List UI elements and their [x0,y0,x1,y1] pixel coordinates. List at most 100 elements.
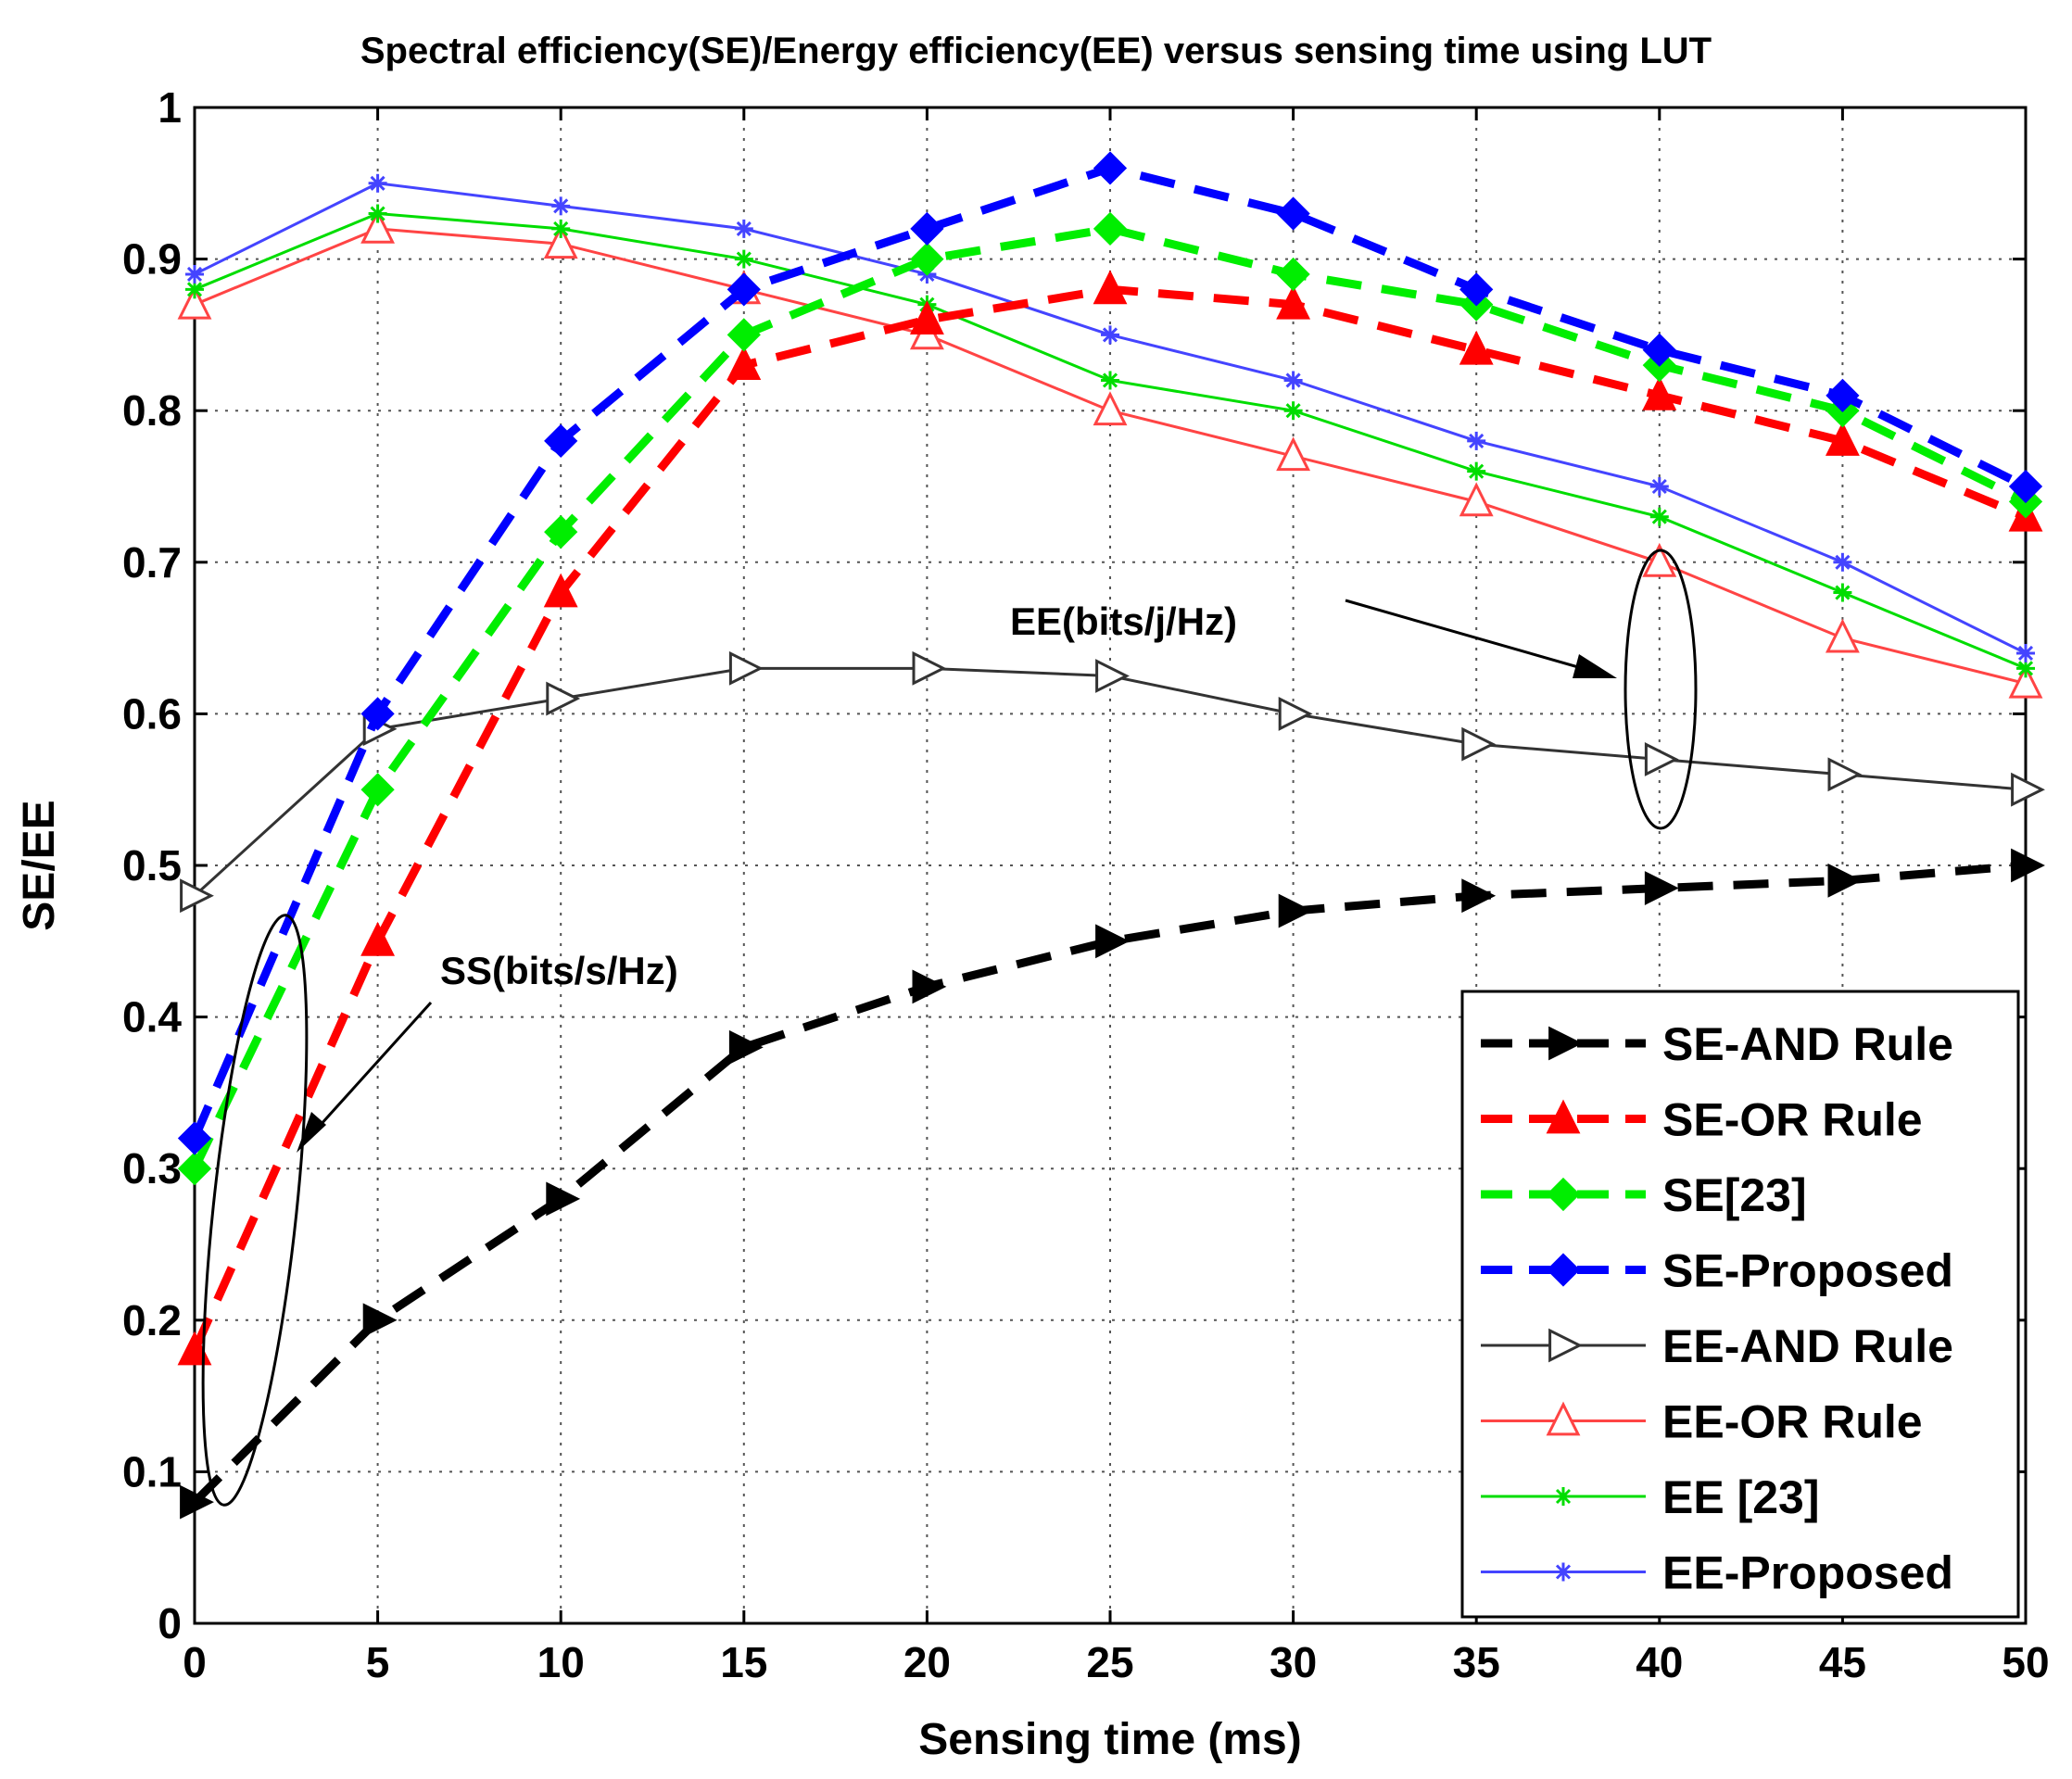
legend-marker [1554,1562,1573,1582]
data-point [1276,436,1311,472]
legend-item-se-23: SE[23] [1481,1169,1807,1221]
y-tick-label: 0.4 [122,993,182,1041]
data-point [1276,196,1310,231]
legend-marker [1546,1099,1581,1134]
series-se-and-rule [180,848,2045,1520]
legend-label: SE-OR Rule [1662,1094,1923,1146]
data-point [1827,757,1863,792]
data-point [1283,401,1303,421]
data-point [177,284,212,320]
legend-item-ee-or-rule: EE-OR Rule [1481,1396,1923,1448]
data-point [909,300,944,334]
legend-label: EE-Proposed [1662,1547,1953,1599]
x-tick-label: 15 [720,1638,767,1686]
data-point [185,264,204,284]
y-axis-label: SE/EE [15,800,64,930]
x-axis-label: Sensing time (ms) [918,1715,1301,1764]
y-tick-label: 0.6 [122,689,182,738]
legend-marker [1546,1177,1581,1212]
x-tick-label: 50 [2002,1638,2049,1686]
legend-marker [1554,1487,1573,1506]
legend-marker [1548,1328,1583,1363]
data-point [1093,270,1128,305]
y-tick-label: 0.7 [122,538,182,587]
data-point [1649,507,1669,526]
legend-marker [1548,1026,1583,1061]
data-point [728,650,764,686]
data-point [1101,371,1119,390]
data-point [1642,333,1676,367]
data-point [1459,330,1494,365]
x-tick-label: 45 [1819,1638,1866,1686]
data-point [912,650,947,686]
data-point [2011,772,2045,807]
data-point [1644,871,1679,905]
data-point [543,224,578,259]
ss-annotation: SS(bits/s/Hz) [440,949,678,992]
data-point [1093,211,1128,246]
chart-title: Spectral efficiency(SE)/Energy efficienc… [360,31,1712,71]
annotations: EE(bits/j/Hz) SS(bits/s/Hz) [201,549,1698,1507]
data-point [1278,893,1313,928]
data-point [544,514,578,549]
data-point [1825,618,1860,653]
data-point [546,1181,581,1217]
y-tick-label: 0.9 [122,235,182,284]
data-point [728,1029,764,1065]
data-point [1093,151,1128,185]
y-tick-label: 0.1 [122,1447,182,1495]
x-tick-label: 0 [183,1638,207,1686]
legend: SE-AND Rule SE-OR Rule SE[23] SE-Proposed EE… [1460,990,2020,1619]
series-se-or-rule [177,270,2043,1366]
legend-label: EE-AND Rule [1662,1320,1953,1372]
data-point [1459,272,1494,307]
x-tick-label: 25 [1086,1638,1133,1686]
data-point [1278,696,1313,731]
data-point [1826,378,1860,412]
ss-arrow [300,1001,433,1147]
x-tick-label: 5 [366,1638,390,1686]
data-point [177,1121,212,1155]
data-point [1101,325,1119,345]
legend-marker [1546,1253,1581,1287]
x-tick-label: 10 [537,1638,585,1686]
data-point [551,219,571,238]
data-point [912,969,947,1004]
data-point [177,1152,212,1186]
series-line [190,224,2028,1171]
ee-arrowhead [1573,654,1617,678]
data-point [1095,659,1130,693]
legend-item-ee-23: EE [23] [1481,1471,1820,1523]
data-point [1642,375,1677,410]
data-point [180,1484,214,1520]
data-point [2008,663,2043,699]
axis-ticks: 0 5 10 15 20 25 30 35 40 45 50 0 0.1 0.2 0.3 0.4 0.5 0.6 0… [122,83,2050,1686]
data-point [1459,482,1494,517]
series-se-proposed [177,151,2043,1155]
y-tick-label: 0 [158,1599,182,1647]
ss-ellipse [201,914,309,1507]
y-tick-label: 1 [158,83,182,132]
data-point [368,204,387,223]
legend-box [1460,990,2020,1619]
data-point [1649,477,1669,496]
data-point [734,249,753,269]
x-tick-label: 20 [903,1638,951,1686]
data-point [1827,863,1863,898]
data-point [910,211,944,246]
data-point [546,681,581,716]
data-point [1095,924,1130,959]
legend-item-se-proposed: SE-Proposed [1481,1245,1953,1297]
ee-annotation: EE(bits/j/Hz) [1010,599,1237,643]
data-point [362,1303,398,1338]
legend-item-se-or-rule: SE-OR Rule [1481,1094,1923,1146]
data-point [551,196,571,216]
data-point [360,773,395,807]
legend-marker [1546,1401,1581,1436]
data-point [1467,461,1486,481]
data-point [726,318,761,352]
data-point [544,423,578,459]
ee-arrow [1345,599,1611,678]
legend-item-ee-proposed: EE-Proposed [1481,1547,1953,1599]
